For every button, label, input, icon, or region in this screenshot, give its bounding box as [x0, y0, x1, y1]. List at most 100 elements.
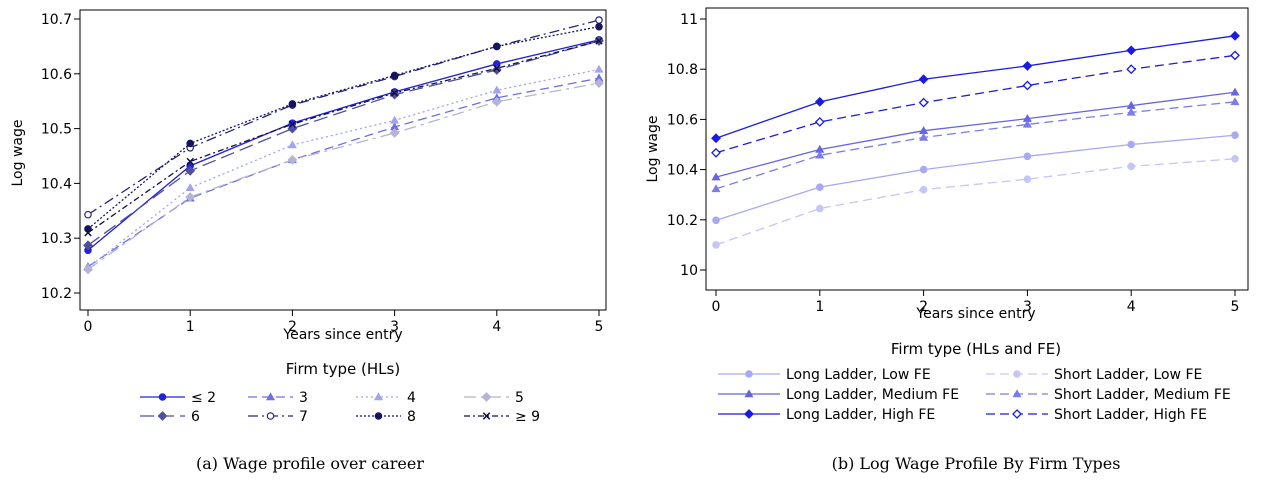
panel-a-series-line-1	[87, 77, 600, 268]
panel-a-series-3-point	[389, 128, 400, 138]
panel-a-legend-label-7: ≥ 9	[515, 409, 540, 425]
panel-a-ytick-label: 10.5	[41, 122, 72, 138]
panel-a-legend-marker-7-stroke-b	[482, 412, 491, 420]
panel-a-series-7-point	[288, 120, 297, 128]
panel-b-ytick-label: 10.4	[667, 163, 698, 179]
panel-a-xtick-label: 4	[492, 319, 501, 335]
panel-a-ytick-label: 10.2	[41, 286, 72, 302]
panel-b-series-5-point	[711, 147, 721, 158]
panel-a-legend-label-5: 7	[299, 409, 308, 425]
panel-a-series-3-point	[287, 154, 298, 165]
panel-a-series-2-point	[390, 115, 400, 124]
panel-b-legend-marker-3	[1012, 389, 1022, 398]
panel-b-series-3-point	[1230, 97, 1240, 106]
panel-a-series-3-point	[491, 96, 502, 107]
panel-b-series-2-point	[1230, 87, 1240, 96]
panel-a-legend-label-6: 8	[407, 409, 416, 425]
panel-a-series-3-point	[185, 192, 196, 203]
panel-b-series-line-0	[715, 134, 1236, 221]
panel-b-xtick-label: 4	[1127, 299, 1136, 315]
panel-b-legend-label-2: Long Ladder, Medium FE	[786, 387, 959, 403]
panel-a-series-7-point-stroke-b	[288, 120, 297, 128]
panel-b-caption: (b) Log Wage Profile By Firm Types	[832, 454, 1121, 473]
panel-b-series-line-3	[715, 101, 1236, 190]
panel-a-series-2-point	[185, 183, 195, 192]
panel-a-series-3-point	[594, 78, 604, 89]
panel-a-series-3-point	[83, 264, 93, 275]
panel-a-series-7-point-stroke-b	[84, 228, 92, 237]
panel-b-series-0-point	[1023, 152, 1032, 161]
panel-a-series-line-7	[87, 40, 600, 234]
panel-a-series-7-point-stroke-b	[186, 157, 194, 166]
panel-a-ytick-label: 10.4	[41, 176, 72, 192]
panel-a-series-5-point	[595, 16, 603, 24]
panel-b-ylabel: Log wage	[645, 116, 661, 183]
panel-a-series-4-point	[185, 165, 196, 176]
panel-a-legend-label-2: 4	[407, 390, 416, 406]
panel-a-series-7-point	[390, 89, 399, 97]
panel-b-legend-marker-1	[1013, 370, 1021, 378]
panel-a-series-2-point	[492, 85, 502, 94]
panel-a-series-2-point	[287, 140, 297, 149]
panel-a-xtick-label: 5	[595, 319, 604, 335]
panel-a-legend-marker-3	[481, 392, 492, 402]
panel-b-series-1-point	[1127, 162, 1136, 171]
panel-a-legend-title: Firm type (HLs)	[286, 360, 400, 378]
panel-b-xtick-label: 2	[919, 299, 928, 315]
panel-b-legend-label-4: Long Ladder, High FE	[786, 407, 935, 423]
panel-a-legend-marker-4	[157, 411, 168, 421]
panel-a-plot-frame	[79, 9, 607, 311]
panel-a-legend-marker-0	[158, 393, 167, 401]
panel-b-series-2-point	[711, 172, 721, 181]
panel-a-series-6-point	[288, 100, 297, 108]
panel-a-ytick-label: 10.7	[41, 12, 72, 28]
panel-a-series-line-3	[87, 82, 600, 270]
panel-a-series-2-point	[594, 64, 604, 73]
panel-b-series-4-point	[918, 74, 929, 85]
panel-b-series-1-point	[815, 204, 824, 213]
panel-a-series-4-point	[287, 123, 298, 134]
panel-b-legend-label-3: Short Ladder, Medium FE	[1054, 387, 1231, 403]
panel-b-plot-frame	[705, 7, 1249, 291]
panel-a-xtick-label: 1	[186, 319, 195, 335]
panel-b-ytick-label: 10.2	[667, 213, 698, 229]
panel-b-series-4-point	[711, 133, 721, 144]
panel-a-xtick-label: 3	[390, 319, 399, 335]
panel-a-series-7-point	[186, 157, 194, 166]
panel-a-series-line-6	[87, 26, 600, 230]
panel-a-wage-profile: Log wage Years since entry Firm type (HL…	[10, 9, 607, 473]
panel-a-series-7-point-stroke-b	[595, 37, 603, 45]
panel-b-legend-marker-2	[744, 389, 754, 398]
panel-b-series-5-point	[1230, 50, 1240, 61]
panel-b-legend-label-5: Short Ladder, High FE	[1054, 407, 1207, 423]
panel-a-series-6-point	[595, 22, 603, 31]
panel-a-legend-marker-2	[373, 392, 384, 401]
panel-a-ytick-label: 10.3	[41, 231, 72, 247]
panel-b-series-5-point	[1126, 64, 1137, 75]
panel-a-legend-label-3: 5	[515, 390, 524, 406]
panel-b-series-3-point	[1126, 107, 1136, 116]
panel-b-series-1-point	[1023, 175, 1032, 183]
panel-b-series-line-5	[715, 54, 1236, 154]
panel-a-legend-marker-7	[482, 412, 491, 420]
panel-b-series-0-point	[815, 183, 824, 191]
panel-a-legend-label-0: ≤ 2	[191, 390, 216, 406]
panel-a-xtick-label: 2	[288, 319, 297, 335]
panel-a-legend-label-1: 3	[299, 390, 308, 406]
panel-b-series-0-point	[712, 216, 720, 225]
panel-b-legend-marker-5	[1012, 409, 1022, 419]
panel-b-ytick-label: 10	[680, 263, 698, 279]
panel-a-series-7-point	[84, 228, 92, 237]
panel-b-legend-marker-4	[744, 409, 754, 419]
panel-a-series-5-point	[84, 210, 92, 219]
panel-a-series-7-point	[595, 37, 603, 45]
panel-a-ylabel: Log wage	[10, 120, 26, 187]
panel-b-series-4-point	[1126, 45, 1137, 56]
panel-b-xtick-label: 5	[1231, 299, 1240, 315]
panel-b-series-1-point	[712, 241, 720, 249]
panel-a-series-line-2	[87, 68, 600, 269]
panel-b-legend-label-1: Short Ladder, Low FE	[1054, 367, 1202, 383]
panel-b-series-4-point	[1230, 30, 1240, 41]
panel-b-xtick-label: 0	[712, 299, 721, 315]
